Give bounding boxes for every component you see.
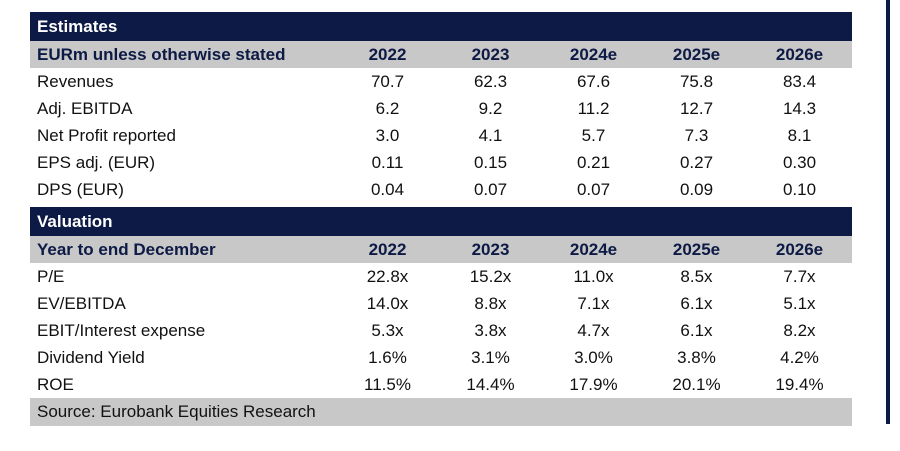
row-label: EV/EBITDA bbox=[37, 293, 126, 313]
table-row: Adj. EBITDA 6.2 9.2 11.2 12.7 14.3 bbox=[30, 95, 852, 122]
value-cell: 14.4% bbox=[466, 374, 515, 394]
row-label: ROE bbox=[37, 374, 74, 394]
value-cell: 3.1% bbox=[471, 347, 510, 367]
value-cell: 6.1x bbox=[680, 293, 713, 313]
value-cell: 0.30 bbox=[782, 152, 817, 172]
value-cell: 67.6 bbox=[576, 71, 611, 91]
year-header: 2024e bbox=[569, 239, 618, 259]
value-cell: 11.5% bbox=[364, 374, 411, 394]
value-cell: 15.2x bbox=[469, 266, 512, 286]
value-cell: 14.0x bbox=[366, 293, 409, 313]
value-cell: 0.10 bbox=[782, 179, 817, 199]
table-row: Revenues 70.7 62.3 67.6 75.8 83.4 bbox=[30, 68, 852, 95]
value-cell: 0.04 bbox=[370, 179, 405, 199]
estimates-header-row: EURm unless otherwise stated 2022 2023 2… bbox=[30, 41, 852, 68]
value-cell: 5.3x bbox=[371, 320, 404, 340]
table-row: P/E 22.8x 15.2x 11.0x 8.5x 7.7x bbox=[30, 263, 852, 290]
table-row: EPS adj. (EUR) 0.11 0.15 0.21 0.27 0.30 bbox=[30, 149, 852, 176]
row-label: Dividend Yield bbox=[37, 347, 145, 367]
value-cell: 12.7 bbox=[679, 98, 714, 118]
year-header: 2022 bbox=[368, 239, 407, 259]
value-cell: 0.07 bbox=[473, 179, 508, 199]
table-row: DPS (EUR) 0.04 0.07 0.07 0.09 0.10 bbox=[30, 176, 852, 203]
table-row: ROE 11.5% 14.4% 17.9% 20.1% 19.4% bbox=[30, 371, 852, 398]
row-label: Net Profit reported bbox=[37, 125, 176, 145]
value-cell: 0.27 bbox=[679, 152, 714, 172]
table-row: Net Profit reported 3.0 4.1 5.7 7.3 8.1 bbox=[30, 122, 852, 149]
value-cell: 3.0% bbox=[574, 347, 613, 367]
estimates-section-title: Estimates bbox=[30, 12, 852, 41]
value-cell: 4.1 bbox=[478, 125, 503, 145]
value-cell: 4.7x bbox=[577, 320, 610, 340]
value-cell: 22.8x bbox=[366, 266, 409, 286]
year-header: 2023 bbox=[471, 239, 510, 259]
row-label: P/E bbox=[37, 266, 65, 286]
value-cell: 1.6% bbox=[368, 347, 407, 367]
year-header: 2026e bbox=[775, 239, 824, 259]
value-cell: 7.1x bbox=[577, 293, 610, 313]
row-label: Adj. EBITDA bbox=[37, 98, 133, 118]
right-border-rule bbox=[886, 0, 890, 424]
value-cell: 3.8x bbox=[474, 320, 507, 340]
value-cell: 5.7 bbox=[581, 125, 606, 145]
year-header: 2022 bbox=[368, 44, 407, 64]
value-cell: 3.0 bbox=[375, 125, 400, 145]
table-row: Dividend Yield 1.6% 3.1% 3.0% 3.8% 4.2% bbox=[30, 344, 852, 371]
value-cell: 70.7 bbox=[370, 71, 405, 91]
value-cell: 0.11 bbox=[371, 152, 404, 172]
financial-table: Estimates EURm unless otherwise stated 2… bbox=[30, 12, 852, 426]
value-cell: 0.07 bbox=[576, 179, 611, 199]
value-cell: 20.1% bbox=[672, 374, 721, 394]
value-cell: 0.15 bbox=[473, 152, 508, 172]
value-cell: 62.3 bbox=[473, 71, 508, 91]
row-label: EPS adj. (EUR) bbox=[37, 152, 156, 172]
year-header: 2025e bbox=[672, 44, 721, 64]
valuation-header-label: Year to end December bbox=[37, 239, 216, 259]
value-cell: 6.1x bbox=[680, 320, 713, 340]
value-cell: 83.4 bbox=[782, 71, 817, 91]
value-cell: 9.2 bbox=[478, 98, 503, 118]
value-cell: 4.2% bbox=[780, 347, 819, 367]
value-cell: 5.1x bbox=[783, 293, 816, 313]
value-cell: 0.21 bbox=[576, 152, 611, 172]
valuation-header-row: Year to end December 2022 2023 2024e 202… bbox=[30, 236, 852, 263]
estimates-header-label: EURm unless otherwise stated bbox=[37, 44, 286, 64]
valuation-section-title: Valuation bbox=[30, 207, 852, 236]
value-cell: 6.2 bbox=[375, 98, 400, 118]
value-cell: 8.2x bbox=[783, 320, 816, 340]
row-label: Revenues bbox=[37, 71, 114, 91]
value-cell: 7.7x bbox=[783, 266, 816, 286]
value-cell: 19.4% bbox=[775, 374, 824, 394]
year-header: 2025e bbox=[672, 239, 721, 259]
value-cell: 75.8 bbox=[679, 71, 714, 91]
source-note: Source: Eurobank Equities Research bbox=[30, 398, 852, 426]
year-header: 2026e bbox=[775, 44, 824, 64]
table-row: EV/EBITDA 14.0x 8.8x 7.1x 6.1x 5.1x bbox=[30, 290, 852, 317]
row-label: EBIT/Interest expense bbox=[37, 320, 206, 340]
value-cell: 11.0x bbox=[573, 266, 614, 286]
value-cell: 14.3 bbox=[782, 98, 817, 118]
value-cell: 8.5x bbox=[680, 266, 713, 286]
row-label: DPS (EUR) bbox=[37, 179, 124, 199]
value-cell: 8.8x bbox=[474, 293, 507, 313]
year-header: 2024e bbox=[569, 44, 618, 64]
value-cell: 7.3 bbox=[684, 125, 709, 145]
year-header: 2023 bbox=[471, 44, 510, 64]
value-cell: 0.09 bbox=[679, 179, 714, 199]
value-cell: 8.1 bbox=[787, 125, 812, 145]
value-cell: 11.2 bbox=[577, 98, 610, 118]
value-cell: 3.8% bbox=[677, 347, 716, 367]
value-cell: 17.9% bbox=[569, 374, 618, 394]
table-row: EBIT/Interest expense 5.3x 3.8x 4.7x 6.1… bbox=[30, 317, 852, 344]
